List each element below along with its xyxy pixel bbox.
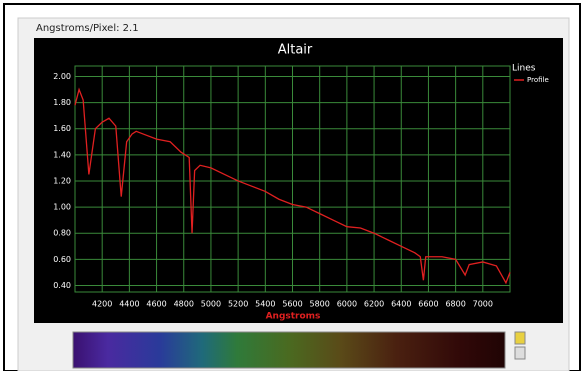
y-tick-label: 1.60 [53, 124, 71, 133]
y-tick-label: 1.80 [53, 98, 71, 107]
x-tick-label: 5800 [310, 300, 330, 309]
y-tick-label: 0.60 [53, 255, 71, 264]
spectrum-line [74, 87, 511, 285]
legend-label: Profile [527, 76, 549, 84]
x-tick-label: 6200 [364, 300, 384, 309]
spectrum-strip [72, 331, 506, 369]
y-tick-label: 0.40 [53, 281, 71, 290]
icon-button[interactable] [514, 331, 526, 345]
y-tick-label: 1.20 [53, 176, 71, 185]
x-tick-label: 4200 [92, 300, 112, 309]
x-tick-label: 5200 [228, 300, 248, 309]
header: Angstroms/Pixel: 2.1 [36, 23, 139, 34]
plot-border [74, 65, 511, 293]
x-tick-label: 4600 [146, 300, 166, 309]
chart-title: Altair [278, 43, 313, 58]
x-tick-label: 6400 [391, 300, 411, 309]
x-tick-label: 6600 [418, 300, 438, 309]
legend-title: Lines [512, 64, 536, 74]
y-tick-label: 2.00 [53, 72, 71, 81]
x-tick-label: 4400 [119, 300, 139, 309]
plot: 0.40 0.60 0.80 1.00 1.20 1.40 1.60 1.80 2.00 4200… [53, 64, 549, 309]
x-axis-label: Angstroms [266, 312, 321, 322]
icon-button[interactable] [514, 346, 526, 360]
x-tick-label: 5000 [201, 300, 221, 309]
y-tick-label: 1.00 [53, 203, 71, 212]
y-tick-label: 0.80 [53, 229, 71, 238]
x-tick-label: 5600 [282, 300, 302, 309]
x-tick-label: 5400 [255, 300, 275, 309]
x-tick-label: 6000 [337, 300, 357, 309]
y-tick-label: 1.40 [53, 150, 71, 159]
x-tick-label: 6800 [445, 300, 465, 309]
x-tick-label: 7000 [473, 300, 493, 309]
x-tick-label: 4800 [174, 300, 194, 309]
